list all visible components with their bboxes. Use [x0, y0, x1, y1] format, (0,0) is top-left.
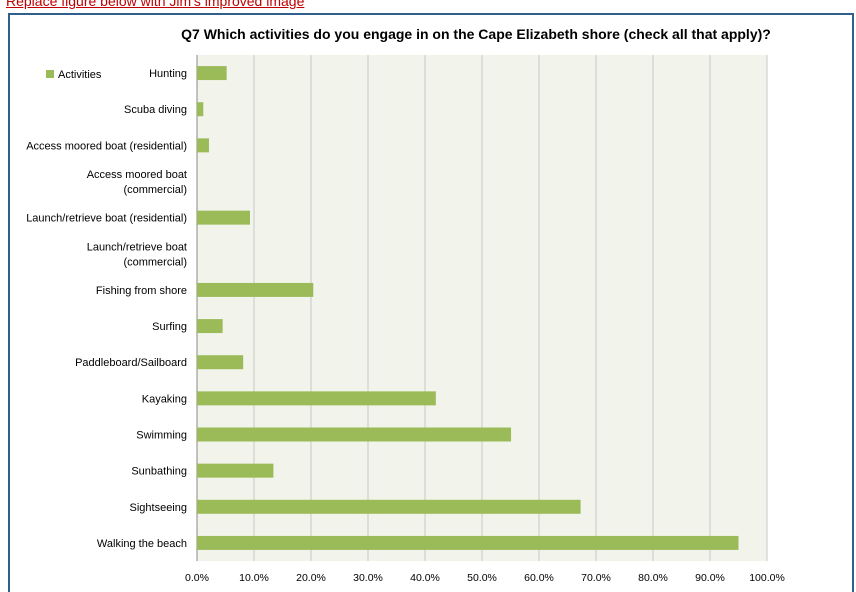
category-label: Walking the beach	[97, 538, 187, 550]
bar	[197, 355, 244, 370]
legend-swatch-activities	[46, 70, 54, 78]
category-label: Hunting	[149, 68, 187, 80]
category-label: Sightseeing	[130, 502, 188, 514]
bar	[197, 66, 227, 81]
category-label: Sunbathing	[131, 466, 187, 478]
category-label: Access moored boat (residential)	[26, 140, 187, 152]
x-tick-label: 10.0%	[239, 572, 269, 584]
category-labels: Hunting Scuba diving Access moored boat (r…	[26, 68, 187, 550]
bar	[197, 282, 314, 297]
bar	[197, 138, 209, 153]
category-label: Surfing	[152, 321, 187, 333]
x-tick-label: 90.0%	[695, 572, 725, 584]
x-tick-label: 70.0%	[581, 572, 611, 584]
category-label: Swimming	[136, 430, 187, 442]
gridlines	[196, 55, 768, 561]
chart-title: Q7 Which activities do you engage in on …	[181, 26, 771, 42]
x-tick-label: 50.0%	[467, 572, 497, 584]
bar	[197, 427, 512, 442]
category-label: Launch/retrieve boat (residential)	[26, 213, 187, 225]
category-label: Scuba diving	[124, 104, 187, 116]
top-note: Replace figure below with Jim's improved…	[6, 0, 305, 9]
bar	[197, 210, 251, 225]
legend: Activities	[46, 69, 102, 81]
bars	[197, 66, 739, 550]
category-label: Kayaking	[142, 393, 187, 405]
category-label: Launch/retrieve boat (commercial)	[87, 241, 187, 268]
x-tick-label: 60.0%	[524, 572, 554, 584]
x-tick-label: 20.0%	[296, 572, 326, 584]
x-axis-ticks: 0.0% 10.0% 20.0% 30.0% 40.0% 50.0% 60.0% 70.0% 8…	[185, 572, 785, 584]
bar	[197, 535, 739, 550]
bar	[197, 463, 274, 478]
bar	[197, 499, 581, 514]
x-tick-label: 80.0%	[638, 572, 668, 584]
bar	[197, 102, 204, 117]
bar	[197, 319, 223, 334]
x-tick-label: 40.0%	[410, 572, 440, 584]
category-label: Access moored boat (commercial)	[87, 169, 187, 196]
bar	[197, 391, 436, 406]
x-tick-label: 30.0%	[353, 572, 383, 584]
x-tick-label: 0.0%	[185, 572, 209, 584]
x-tick-label: 100.0%	[749, 572, 785, 584]
legend-label-activities: Activities	[58, 69, 102, 81]
category-label: Paddleboard/Sailboard	[75, 357, 187, 369]
category-label: Fishing from shore	[96, 285, 187, 297]
